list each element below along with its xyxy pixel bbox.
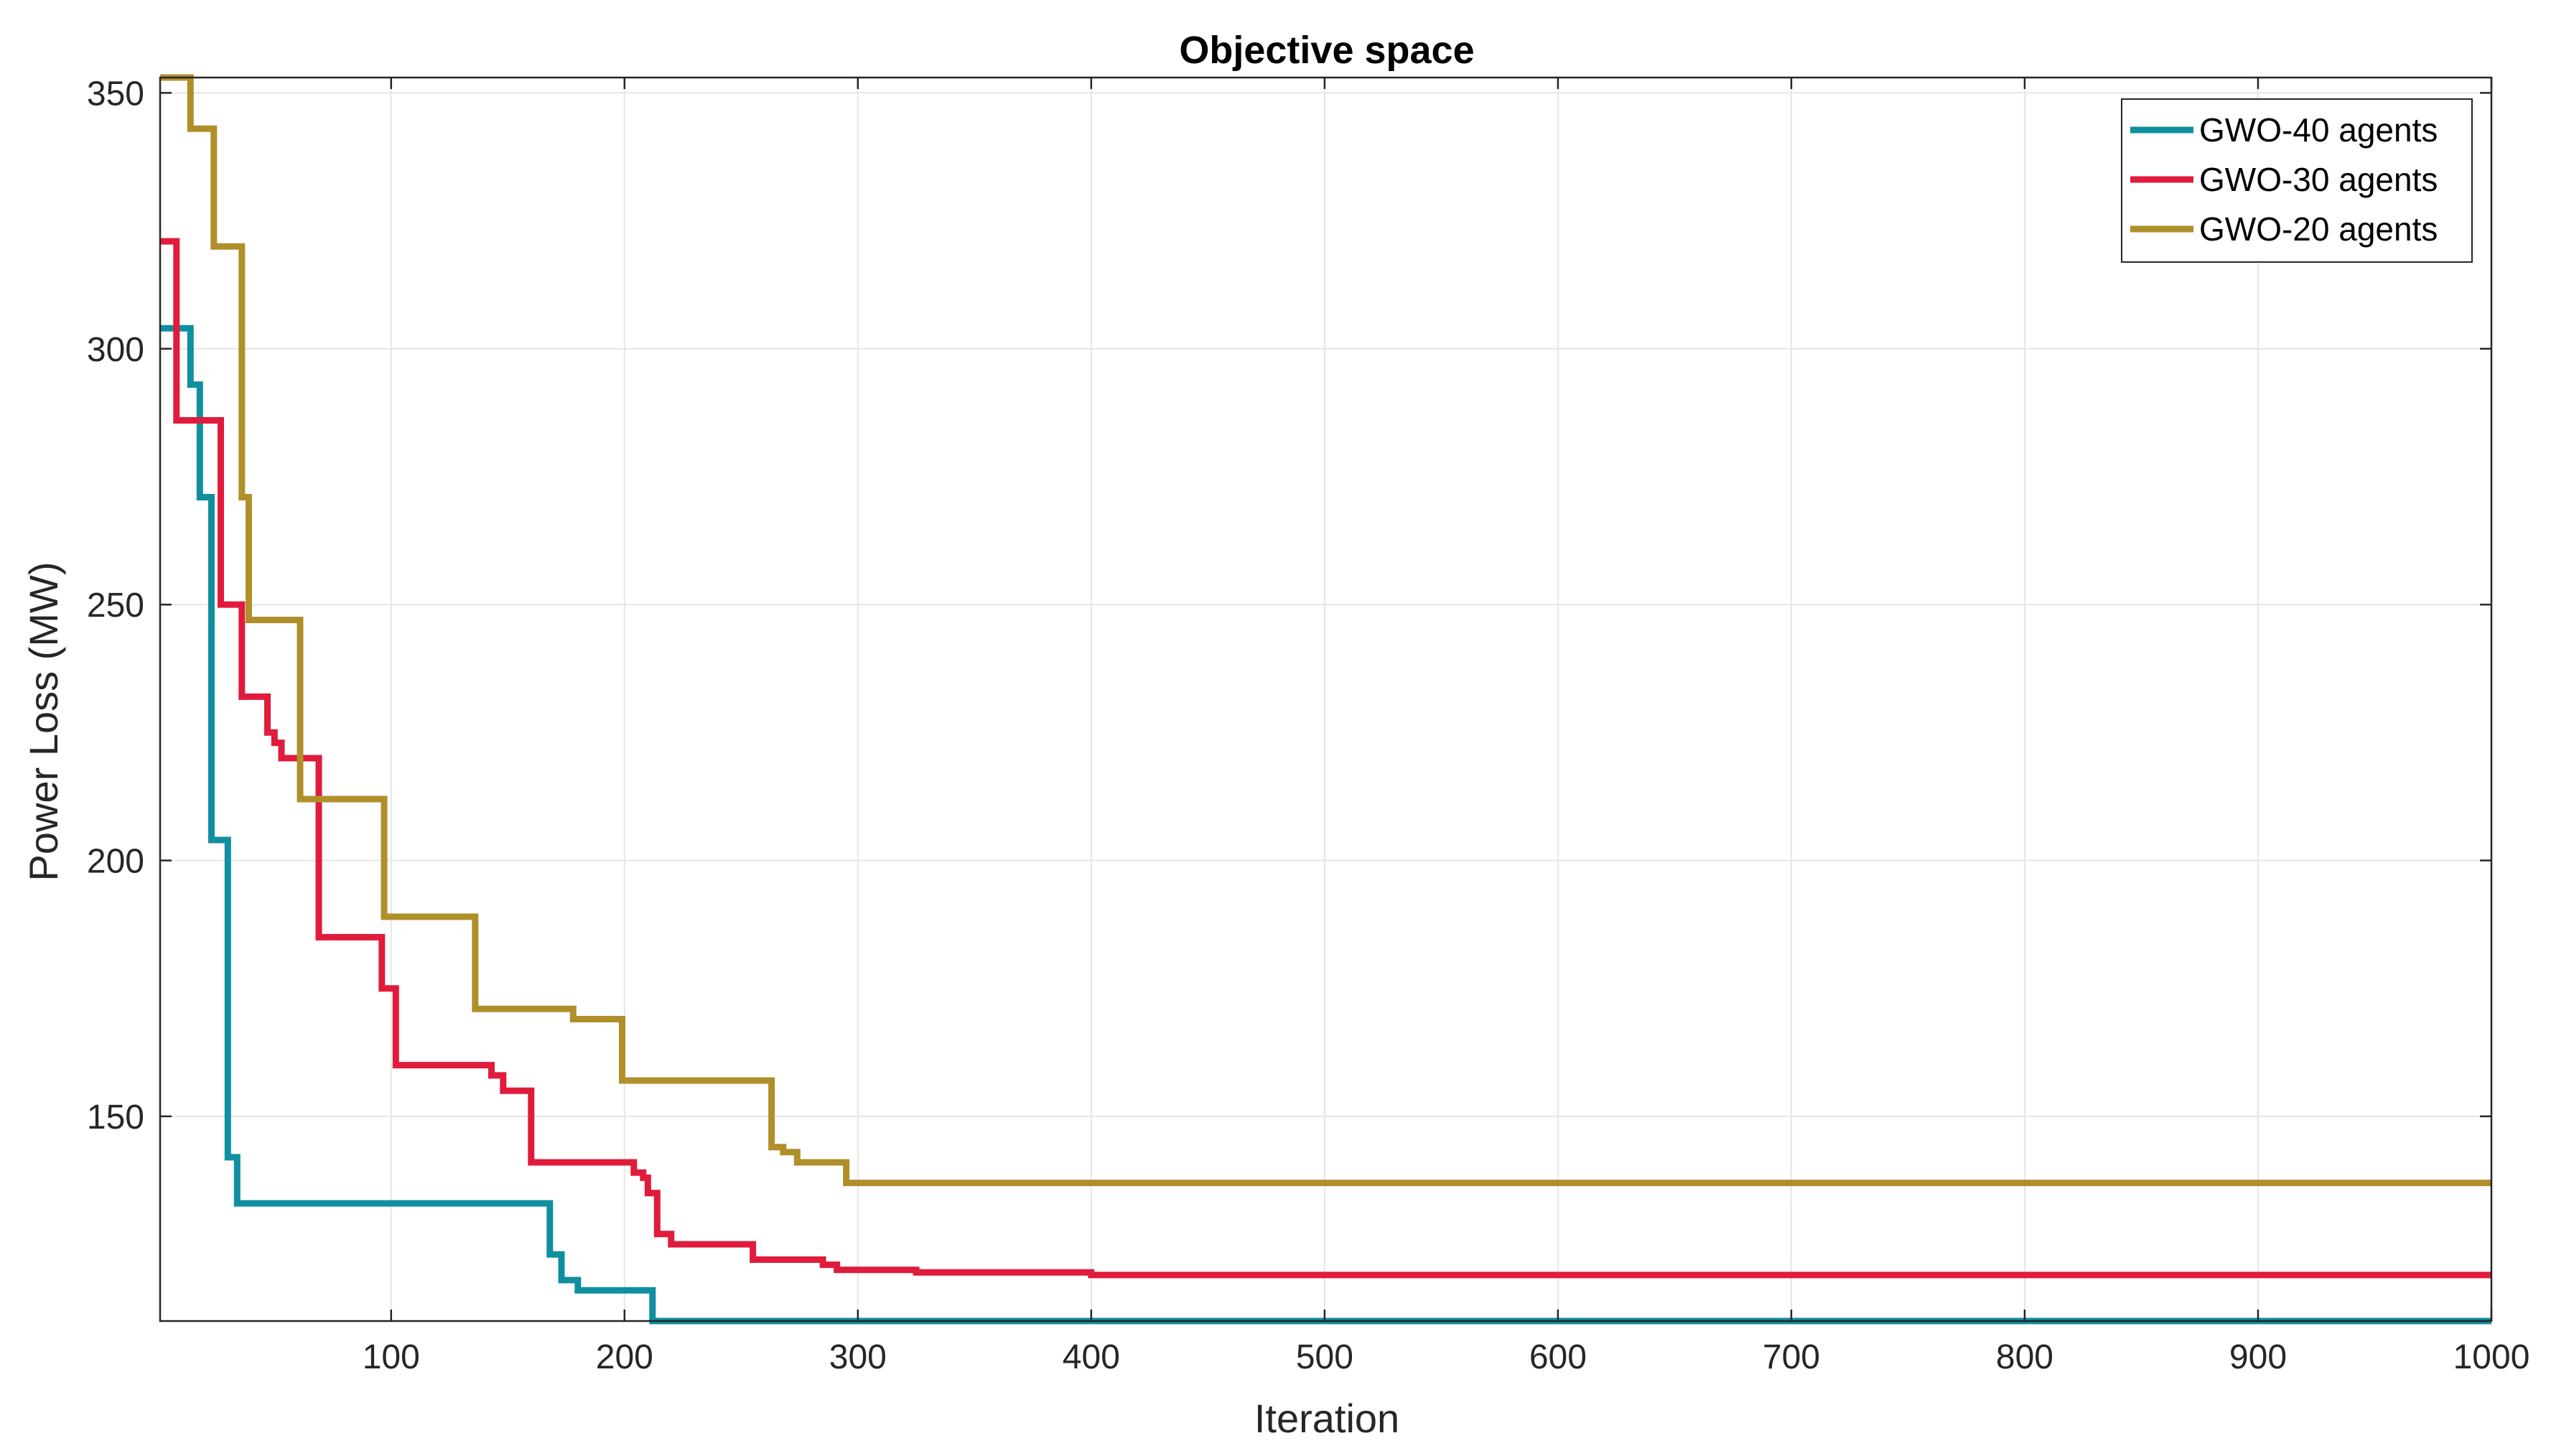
legend-entry-label: GWO-30 agents [2199,161,2438,198]
x-tick-label: 1000 [2453,1338,2530,1376]
x-tick-label: 100 [363,1338,420,1376]
series-line-gwo-30-agents [160,238,2491,1279]
y-tick-label: 150 [87,1098,144,1137]
x-tick-label: 500 [1296,1338,1353,1376]
legend-entry-label: GWO-20 agents [2199,210,2438,248]
legend-entry-label: GWO-40 agents [2199,111,2438,149]
plot-area-frame [159,76,2493,1322]
x-axis-label: Iteration [1254,1396,1399,1441]
series-lines [160,74,2491,1325]
x-tick-label: 300 [829,1338,887,1376]
y-tick-label: 200 [87,843,144,881]
y-axis-label: Power Loss (MW) [21,562,66,882]
x-tick-label: 200 [596,1338,653,1376]
legend: GWO-40 agents GWO-30 agents GWO-20 agents [2121,98,2473,263]
series-line-gwo-20-agents [160,74,2491,1187]
x-tick-label: 700 [1763,1338,1820,1376]
x-tick-label: 900 [2229,1338,2287,1376]
x-tick-label: 800 [1996,1338,2053,1376]
series-line-gwo-40-agents [160,325,2491,1325]
y-tick-label: 250 [87,587,144,625]
x-tick-label: 400 [1063,1338,1120,1376]
y-tick-label: 300 [87,331,144,369]
y-tick-label: 350 [87,75,144,113]
chart-title: Objective space [1179,29,1474,72]
axis-ticks: 100 200 300 400 500 600 700 800 900 1000 150 200 250… [87,75,2529,1376]
x-tick-label: 600 [1529,1338,1587,1376]
